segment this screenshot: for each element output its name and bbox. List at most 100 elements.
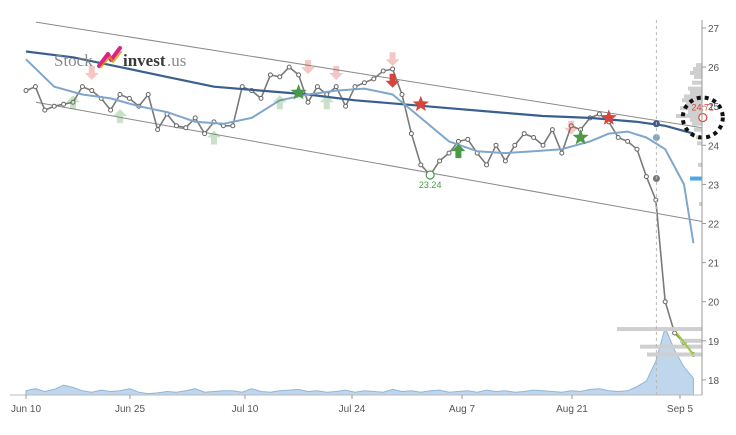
volume-profile-bar: [640, 344, 702, 349]
y-tick-label: 26: [708, 63, 720, 74]
price-point: [399, 91, 405, 97]
volume-profile-bar: [690, 90, 702, 95]
price-point: [559, 150, 565, 156]
price-point: [343, 103, 349, 109]
x-tick-label: Aug 7: [449, 404, 476, 415]
price-point: [446, 150, 452, 156]
sell-signal-faint-icon: [564, 120, 579, 135]
volume-area: [25, 326, 694, 396]
volume-profile-bar: [617, 327, 702, 332]
price-point: [465, 136, 471, 142]
price-point: [596, 111, 602, 117]
price-point: [493, 142, 499, 148]
volume-profile-bar: [692, 121, 702, 126]
sell-signal-faint-icon: [385, 52, 400, 67]
sell-star-icon: [600, 109, 617, 125]
price-point: [258, 95, 264, 101]
price-point: [305, 99, 311, 105]
logo-invest-text: invest: [123, 51, 166, 70]
highlight-ring: [680, 95, 725, 140]
y-tick-label: 21: [708, 259, 720, 270]
sell-star-icon: [412, 95, 429, 112]
logo-stock-text: Stock: [54, 51, 93, 70]
price-point: [79, 84, 85, 90]
volume-profile-bar: [680, 106, 702, 111]
price-point: [540, 142, 546, 148]
markers-layer: 23.24 24.71: [419, 95, 725, 356]
y-tick-label: 25: [708, 102, 720, 113]
price-point: [380, 68, 386, 74]
volume-layer: [25, 326, 694, 396]
price-point: [390, 66, 396, 72]
price-point: [352, 84, 358, 90]
price-point: [51, 103, 57, 109]
sell-signal-faint-icon: [84, 65, 99, 80]
buy-star-icon: [290, 84, 307, 100]
volume-profile-bar: [697, 141, 702, 146]
y-tick-label: 18: [708, 376, 720, 387]
price-point: [117, 91, 123, 97]
buy-signal-faint-icon: [272, 95, 287, 110]
price-point: [653, 197, 659, 203]
volume-profile-bar: [694, 74, 702, 79]
price-point: [230, 123, 236, 129]
low-label: 23.24: [419, 180, 442, 190]
low-point-marker: [425, 170, 435, 180]
series-ma_long: [25, 50, 694, 135]
price-point: [126, 95, 132, 101]
volume-profile-bar: [647, 352, 702, 357]
x-tick-label: Jun 25: [115, 404, 145, 415]
y-tick-label: 23: [708, 180, 720, 191]
price-point: [296, 72, 302, 78]
price-point: [512, 142, 518, 148]
price-point: [662, 299, 668, 305]
price-point: [61, 101, 67, 107]
ma_short_end-marker: [652, 133, 660, 141]
price-point: [672, 330, 678, 336]
price-point: [408, 131, 414, 137]
price-point: [286, 64, 292, 70]
buy-signal-faint-icon: [66, 95, 80, 110]
y-tick-label: 19: [708, 337, 720, 348]
price-point: [183, 125, 189, 131]
x-tick-label: Aug 21: [556, 404, 588, 415]
sell-signal-faint-icon: [301, 60, 315, 75]
current-price-bar: [690, 176, 702, 181]
price-point: [108, 107, 114, 113]
price-point: [643, 174, 649, 180]
price-point: [625, 138, 631, 144]
volume-profile-bar: [686, 102, 702, 107]
logo: Stock invest .us: [54, 46, 186, 70]
price-point: [277, 74, 283, 80]
y-tick-label: 22: [708, 220, 720, 231]
volume-profile-bar: [690, 117, 702, 122]
volume-profile-bar: [676, 113, 702, 118]
price-point: [145, 91, 151, 97]
price-point: [32, 84, 38, 90]
price-point: [531, 134, 537, 140]
buy-star-icon: [572, 129, 589, 145]
volume-profile-bar: [698, 162, 702, 167]
volume-profile-bar: [699, 201, 702, 206]
volume-profile-bar: [690, 70, 702, 75]
price-point: [437, 158, 443, 164]
price-point: [192, 115, 198, 121]
trend-line-upper: [35, 21, 703, 129]
trend-line-lower: [35, 101, 703, 223]
volume-profile-bar: [696, 63, 702, 68]
lines-layer: [23, 50, 696, 357]
price-point: [615, 134, 621, 140]
high-point-marker: [698, 112, 708, 123]
sell-signal-icon: [385, 73, 400, 88]
x-tick-label: Sep 5: [667, 404, 694, 415]
logo-mark-icon: [97, 46, 122, 68]
signals-layer: [66, 52, 617, 159]
volume-profile-bar: [688, 86, 702, 91]
price-point: [42, 107, 48, 113]
price-point: [89, 88, 95, 94]
price-point: [484, 162, 490, 168]
buy-signal-faint-icon: [207, 130, 221, 145]
price-point: [23, 88, 29, 94]
